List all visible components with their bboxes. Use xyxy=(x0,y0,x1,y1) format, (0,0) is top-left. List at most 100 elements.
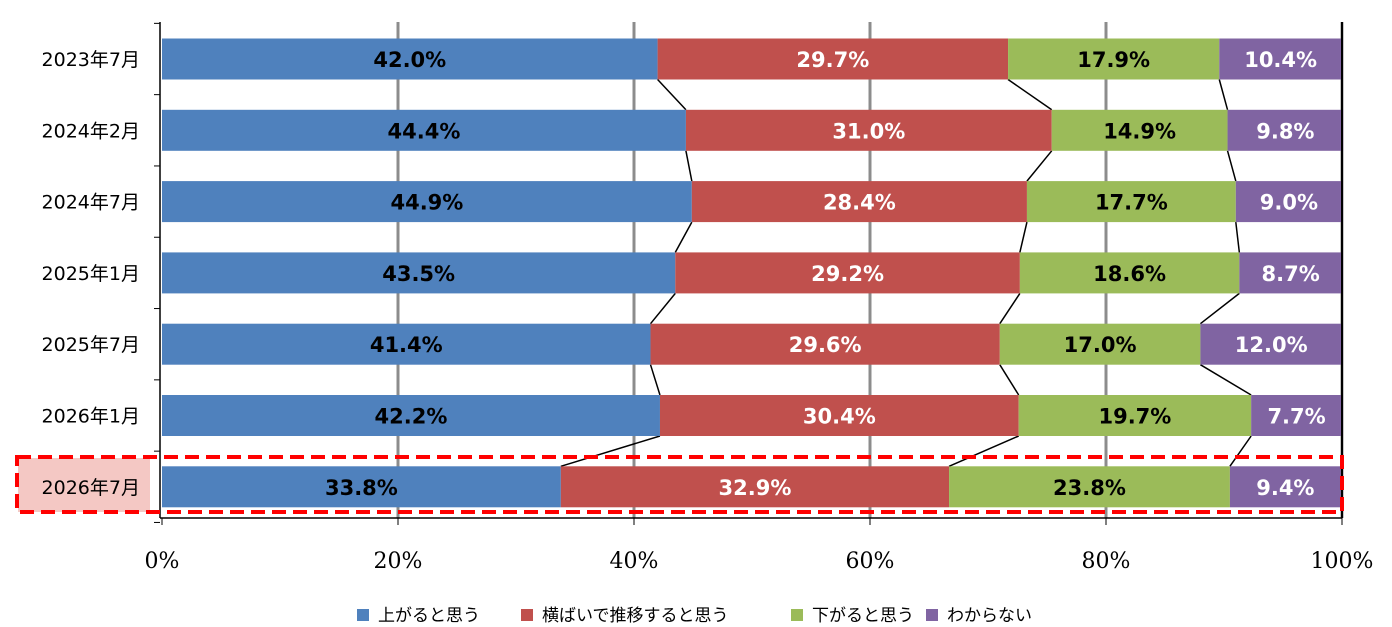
data-label: 8.7% xyxy=(1262,262,1320,286)
series-line xyxy=(1226,150,1237,182)
data-label: 43.5% xyxy=(382,262,455,286)
data-label: 9.4% xyxy=(1256,476,1314,500)
bar-segment xyxy=(162,181,692,223)
category-label: 2026年7月 xyxy=(42,477,140,499)
x-tick-label: 100% xyxy=(1311,549,1374,574)
bar-segment xyxy=(650,323,1000,365)
data-label: 44.9% xyxy=(390,191,463,215)
bar-segment xyxy=(1200,323,1342,365)
bar-segment xyxy=(691,181,1027,223)
data-label: 42.0% xyxy=(373,48,446,72)
series-line xyxy=(674,221,693,253)
data-label: 17.9% xyxy=(1077,48,1150,72)
data-label: 31.0% xyxy=(832,119,905,143)
legend-label: わからない xyxy=(947,606,1032,626)
data-label: 41.4% xyxy=(370,333,443,357)
bar-segment xyxy=(1239,252,1342,294)
bar-segment xyxy=(1235,181,1342,223)
bar-segment xyxy=(1251,395,1342,436)
data-label: 30.4% xyxy=(803,405,876,429)
legend-swatch xyxy=(357,609,369,621)
bar-segment xyxy=(560,466,950,508)
bar-segment xyxy=(162,323,651,365)
bar-segment xyxy=(659,395,1019,436)
series-line xyxy=(999,364,1020,396)
bar-segment xyxy=(1018,395,1252,436)
legend-swatch xyxy=(521,609,533,621)
bar-segment xyxy=(1008,38,1220,80)
legend-swatch xyxy=(926,609,938,621)
legend-label: 下がると思う xyxy=(812,606,914,626)
data-label: 12.0% xyxy=(1235,333,1308,357)
data-label: 7.7% xyxy=(1267,405,1325,429)
series-line xyxy=(649,292,676,325)
x-tick-label: 40% xyxy=(610,549,659,574)
series-line xyxy=(1229,435,1252,467)
data-label: 14.9% xyxy=(1103,119,1176,143)
bar-segment xyxy=(162,109,686,151)
bar-segment xyxy=(1229,466,1341,508)
series-line xyxy=(1200,364,1252,396)
series-line xyxy=(948,435,1019,467)
data-label: 23.8% xyxy=(1053,476,1126,500)
series-line xyxy=(1235,222,1241,253)
tick-labels: 0% 20% 40% 60% 80% 100% xyxy=(145,549,1374,574)
series-lines xyxy=(560,78,1252,468)
category-label: 2024年7月 xyxy=(42,192,140,214)
legend-label: 横ばいで推移すると思う xyxy=(542,606,729,626)
bar-segment xyxy=(162,38,658,80)
x-tick-label: 0% xyxy=(145,549,180,574)
x-tick-label: 60% xyxy=(846,549,895,574)
bar-segment xyxy=(949,466,1230,508)
bar-segment xyxy=(657,38,1009,80)
bar-segment xyxy=(1227,109,1344,151)
data-label: 33.8% xyxy=(325,476,398,500)
bar-segment xyxy=(162,395,660,436)
bars xyxy=(162,38,1344,508)
data-label: 29.6% xyxy=(789,333,862,357)
series-line xyxy=(657,78,687,111)
legend-label: 上がると思う xyxy=(378,606,480,626)
data-label: 28.4% xyxy=(823,191,896,215)
series-line xyxy=(1199,292,1240,325)
data-label: 42.2% xyxy=(375,405,448,429)
series-line xyxy=(1007,78,1053,111)
highlight-label-bg xyxy=(18,458,150,512)
series-line xyxy=(649,364,661,396)
data-label: 32.9% xyxy=(719,476,792,500)
series-line xyxy=(999,292,1021,325)
bar-segment xyxy=(999,323,1201,365)
bar-segment xyxy=(1219,38,1342,80)
data-label: 17.7% xyxy=(1095,191,1168,215)
series-line xyxy=(1019,221,1028,253)
data-labels: 42.0% 29.7% 17.9% 10.4% 44.4% 31.0% 14.9% 9.8% 4… xyxy=(325,48,1326,500)
bar-segment xyxy=(1026,181,1236,223)
category-label: 2023年7月 xyxy=(42,49,140,71)
category-labels: 2023年7月 2024年2月 2024年7月 2025年1月 2025年7月 2026年… xyxy=(42,49,140,499)
x-tick-label: 20% xyxy=(374,549,423,574)
data-label: 10.4% xyxy=(1244,48,1317,72)
series-line xyxy=(1026,150,1053,182)
data-label: 9.8% xyxy=(1256,119,1314,143)
category-label: 2025年7月 xyxy=(42,334,140,356)
category-label: 2025年1月 xyxy=(42,263,140,285)
data-label: 18.6% xyxy=(1093,262,1166,286)
series-line xyxy=(560,435,661,468)
bar-segment xyxy=(675,252,1020,294)
x-tick-label: 80% xyxy=(1082,549,1131,574)
series-line xyxy=(685,150,693,182)
category-label: 2026年1月 xyxy=(42,406,140,428)
data-label: 29.2% xyxy=(811,262,884,286)
bar-segment xyxy=(1019,252,1240,294)
series-line xyxy=(1218,79,1229,110)
data-label: 9.0% xyxy=(1260,191,1318,215)
bar-segment xyxy=(162,466,561,508)
axes xyxy=(154,22,1343,525)
bar-segment xyxy=(685,109,1052,151)
highlight-box xyxy=(15,455,1344,514)
legend: 上がると思う 横ばいで推移すると思う 下がると思う わからない xyxy=(357,606,1032,626)
data-label: 19.7% xyxy=(1098,405,1171,429)
bar-segment xyxy=(1051,109,1228,151)
data-label: 17.0% xyxy=(1064,333,1137,357)
